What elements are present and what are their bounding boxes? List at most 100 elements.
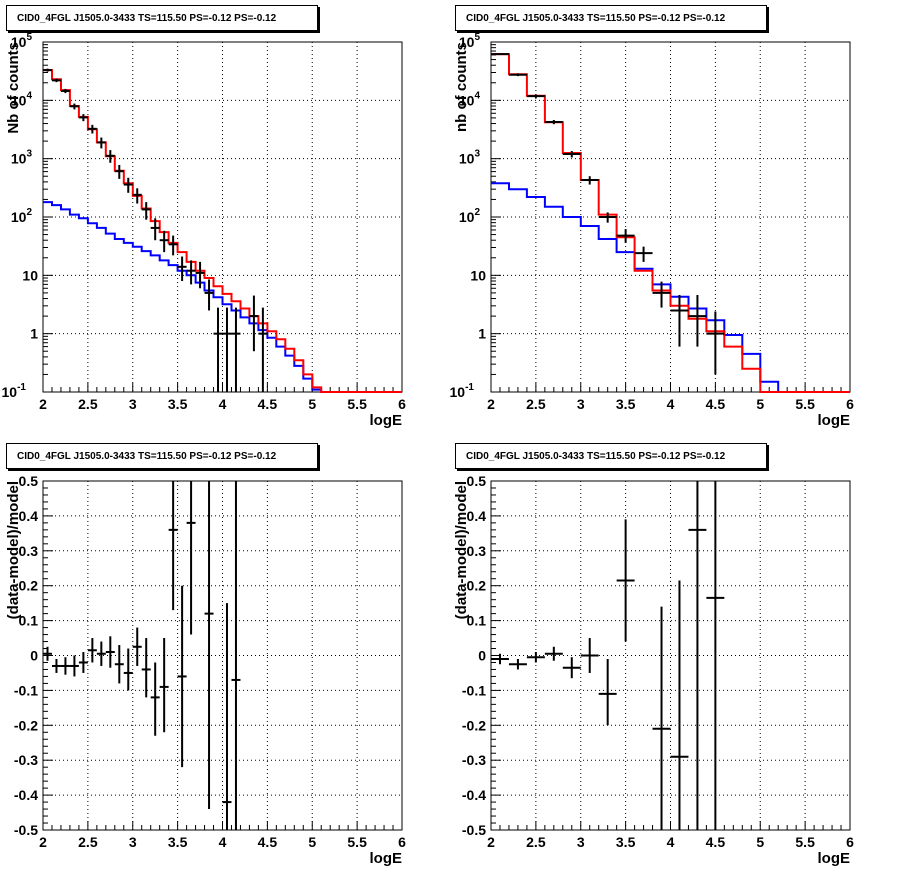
y-tick-label: -0.5 <box>462 822 486 838</box>
panel-2: 2 2.5 3 3.5 4 4.5 5 5.5 610-1110102103104105logE… <box>450 32 855 429</box>
x-tick-label: 3 <box>129 396 137 412</box>
y-axis-label: (data-model)/model <box>453 481 470 619</box>
y-tick-label: 0 <box>478 648 486 664</box>
x-tick-label: 5 <box>308 396 316 412</box>
data-point <box>96 137 106 149</box>
data-point <box>141 638 151 698</box>
panel-1-title: CID0_4FGL J1505.0-3433 TS=115.50 PS=-0.1… <box>6 5 318 31</box>
data-point <box>491 53 509 56</box>
panel-3: 2 2.5 3 3.5 4 4.5 5 5.5 6 -0.5 -0.4 -0.3 -0.2 -0.1 0 0.… <box>5 473 406 867</box>
x-tick-label: 4 <box>219 834 227 850</box>
data-point <box>96 641 106 666</box>
y-tick-label: -0.2 <box>14 717 38 733</box>
data-point <box>249 295 259 352</box>
data-point <box>616 519 635 642</box>
y-tick-label: 102 <box>11 207 33 225</box>
total-model-histogram <box>491 53 850 393</box>
data-point <box>132 627 142 666</box>
data-point <box>186 260 196 285</box>
y-tick-exponent: -1 <box>465 382 474 393</box>
data-point <box>159 230 169 253</box>
data-point <box>562 151 581 158</box>
x-axis-label: logE <box>370 412 403 429</box>
y-tick-label: 0.4 <box>467 508 487 524</box>
y-tick-exponent: 4 <box>474 90 480 101</box>
x-tick-label: 3.5 <box>616 396 636 412</box>
data-point <box>670 295 689 347</box>
data-point <box>43 68 52 72</box>
y-tick-label: 1 <box>478 326 486 342</box>
x-tick-label: 4.5 <box>258 396 278 412</box>
y-tick-label: -0.1 <box>462 682 486 698</box>
x-tick-label: 3 <box>577 834 585 850</box>
data-point <box>177 256 187 281</box>
data-point <box>688 295 707 347</box>
data-point <box>168 481 178 611</box>
data-point <box>634 246 653 262</box>
x-tick-label: 2 <box>487 396 495 412</box>
data-point <box>231 481 241 830</box>
data-point <box>652 281 671 308</box>
y-tick-exponent: 5 <box>474 32 480 43</box>
data-point <box>69 655 79 677</box>
data-point <box>670 580 689 830</box>
data-point <box>78 114 88 122</box>
x-tick-label: 4 <box>667 834 675 850</box>
y-tick-label: -0.1 <box>14 682 38 698</box>
y-tick-label: 0.5 <box>467 473 487 489</box>
data-point <box>706 311 725 375</box>
y-tick-label: 0.3 <box>19 543 39 559</box>
data-point <box>60 88 70 94</box>
x-tick-label: 6 <box>846 396 854 412</box>
x-tick-label: 6 <box>398 396 406 412</box>
y-tick-label: 0.1 <box>467 613 487 629</box>
data-point <box>652 606 671 830</box>
data-point <box>123 648 133 691</box>
data-point <box>580 176 599 185</box>
x-tick-label: 5 <box>756 834 764 850</box>
total-model-histogram <box>43 69 402 393</box>
data-point <box>598 658 617 726</box>
x-tick-label: 3 <box>577 396 585 412</box>
data-point <box>195 261 205 289</box>
data-point <box>177 585 187 768</box>
x-axis-label: logE <box>818 850 851 867</box>
data-point <box>222 307 232 392</box>
x-tick-label: 5 <box>756 396 764 412</box>
data-point <box>150 218 160 241</box>
data-point <box>123 177 133 193</box>
y-tick-label: 103 <box>459 149 481 167</box>
y-tick-label: -0.3 <box>462 752 486 768</box>
data-point <box>508 658 527 670</box>
data-point <box>598 212 617 223</box>
data-point <box>508 73 527 77</box>
data-point <box>78 652 88 673</box>
data-point <box>69 103 79 110</box>
y-tick-label: -0.5 <box>14 822 38 838</box>
data-point <box>231 307 241 392</box>
data-point <box>159 638 169 733</box>
y-tick-exponent: 4 <box>26 90 32 101</box>
x-axis-label: logE <box>370 850 403 867</box>
panel-4: 2 2.5 3 3.5 4 4.5 5 5.5 6 -0.5 -0.4 -0.3 -0.2 -0.1 0 0.… <box>453 473 854 867</box>
data-point <box>60 657 70 675</box>
panel-3-title: CID0_4FGL J1505.0-3433 TS=115.50 PS=-0.1… <box>6 443 318 469</box>
y-tick-label: -0.2 <box>462 717 486 733</box>
x-tick-label: 2.5 <box>78 396 98 412</box>
x-tick-label: 4.5 <box>258 834 278 850</box>
x-tick-label: 3.5 <box>616 834 636 850</box>
y-tick-label: 0.2 <box>19 578 39 594</box>
x-tick-label: 2.5 <box>526 834 546 850</box>
y-tick-label: 102 <box>459 207 481 225</box>
data-point <box>204 279 214 311</box>
data-point <box>105 150 115 163</box>
x-tick-label: 5.5 <box>347 396 367 412</box>
y-axis-label: (data-model)/model <box>5 481 22 619</box>
data-point <box>616 229 635 243</box>
data-point <box>706 481 725 830</box>
x-tick-label: 2 <box>39 396 47 412</box>
data-point <box>544 646 563 661</box>
data-point <box>562 657 581 679</box>
y-tick-exponent: 2 <box>474 207 480 218</box>
